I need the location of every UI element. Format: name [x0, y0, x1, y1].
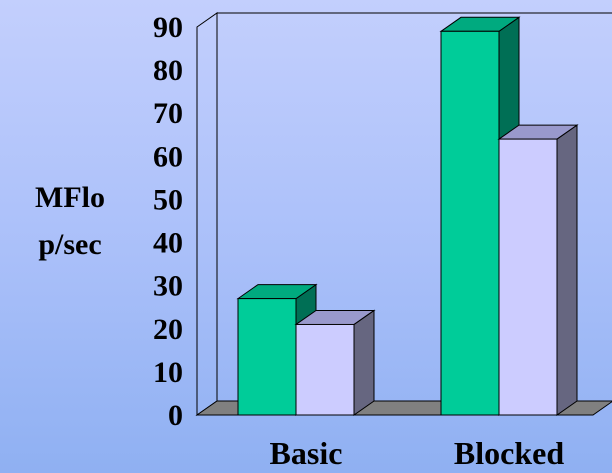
y-tick-label: 30	[153, 270, 183, 303]
bar-front	[295, 323, 355, 416]
left-wall	[196, 12, 218, 416]
x-tick-labels: Basic Blocked	[270, 435, 565, 471]
bar-front	[440, 30, 500, 416]
bar-blocked-series-2	[497, 124, 579, 416]
x-tick-label-basic: Basic	[270, 435, 343, 471]
y-tick-labels: 0 10 20 30 40 50 60 70 80 90	[153, 11, 183, 432]
y-axis-label-line-1: MFlo	[35, 181, 105, 214]
y-tick-label: 40	[153, 227, 183, 260]
y-tick-label: 10	[153, 356, 183, 389]
y-tick-label: 60	[153, 140, 183, 173]
y-tick-label: 90	[153, 11, 183, 44]
bar-front	[237, 298, 297, 416]
y-tick-label: 50	[153, 183, 183, 216]
y-tick-label: 20	[153, 313, 183, 346]
bar-side	[353, 309, 375, 416]
bar-basic-series-2	[294, 309, 376, 416]
y-tick-label: 0	[168, 399, 183, 432]
y-tick-label: 70	[153, 97, 183, 130]
bar-front	[498, 138, 558, 416]
y-axis-label-line-2: p/sec	[38, 228, 101, 261]
y-tick-label: 80	[153, 54, 183, 87]
bars	[236, 16, 579, 416]
bar-side	[556, 124, 578, 416]
x-tick-label-blocked: Blocked	[454, 435, 564, 471]
